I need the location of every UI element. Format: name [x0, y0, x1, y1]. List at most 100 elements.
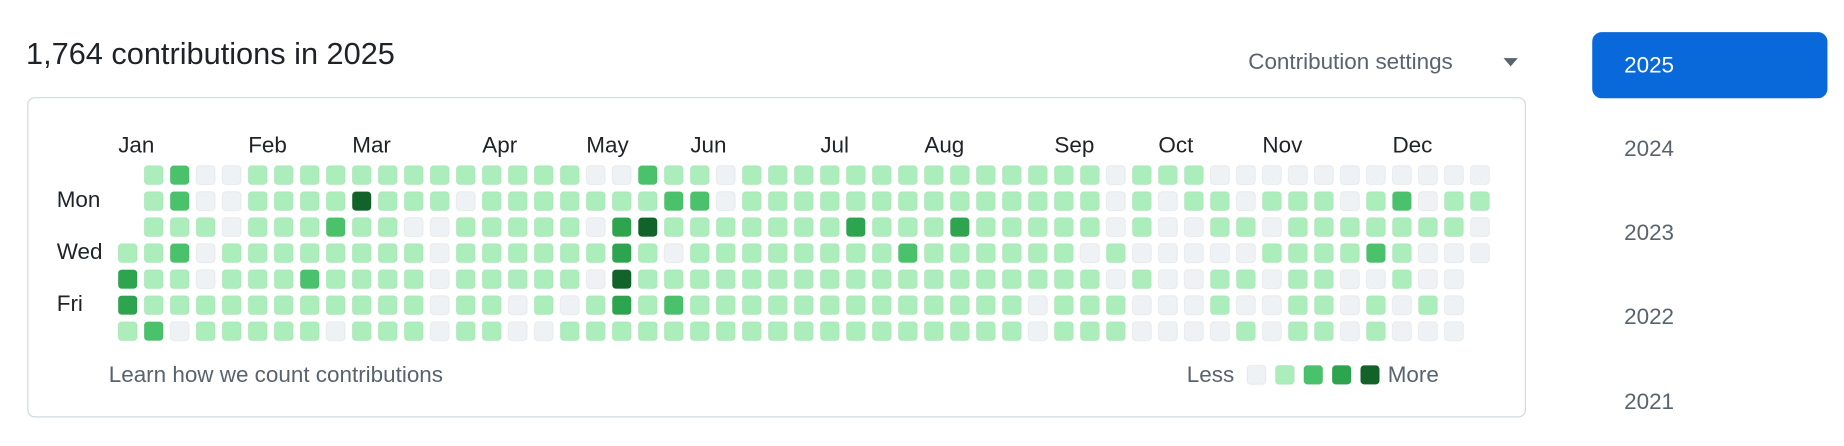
day-cell[interactable] — [325, 191, 346, 212]
day-cell[interactable] — [1183, 321, 1204, 342]
day-cell[interactable] — [117, 321, 138, 342]
day-cell[interactable] — [273, 269, 294, 290]
day-cell[interactable] — [221, 321, 242, 342]
day-cell[interactable] — [403, 295, 424, 316]
day-cell[interactable] — [1157, 217, 1178, 238]
day-cell[interactable] — [1157, 191, 1178, 212]
day-cell[interactable] — [1443, 321, 1464, 342]
day-cell[interactable] — [195, 243, 216, 264]
day-cell[interactable] — [1469, 191, 1490, 212]
day-cell[interactable] — [247, 165, 268, 186]
day-cell[interactable] — [1391, 217, 1412, 238]
day-cell[interactable] — [169, 243, 190, 264]
day-cell[interactable] — [819, 269, 840, 290]
day-cell[interactable] — [1391, 191, 1412, 212]
day-cell[interactable] — [741, 243, 762, 264]
day-cell[interactable] — [507, 295, 528, 316]
day-cell[interactable] — [1313, 191, 1334, 212]
year-button[interactable]: 2023 — [1624, 220, 1674, 245]
day-cell[interactable] — [585, 191, 606, 212]
day-cell[interactable] — [975, 295, 996, 316]
day-cell[interactable] — [507, 191, 528, 212]
day-cell[interactable] — [481, 217, 502, 238]
day-cell[interactable] — [143, 165, 164, 186]
day-cell[interactable] — [611, 191, 632, 212]
day-cell[interactable] — [559, 165, 580, 186]
day-cell[interactable] — [637, 165, 658, 186]
day-cell[interactable] — [143, 269, 164, 290]
day-cell[interactable] — [819, 217, 840, 238]
day-cell[interactable] — [689, 243, 710, 264]
day-cell[interactable] — [273, 165, 294, 186]
day-cell[interactable] — [845, 165, 866, 186]
day-cell[interactable] — [481, 321, 502, 342]
day-cell[interactable] — [1287, 321, 1308, 342]
day-cell[interactable] — [455, 165, 476, 186]
day-cell[interactable] — [273, 295, 294, 316]
day-cell[interactable] — [247, 295, 268, 316]
day-cell[interactable] — [923, 217, 944, 238]
day-cell[interactable] — [299, 217, 320, 238]
day-cell[interactable] — [195, 191, 216, 212]
day-cell[interactable] — [819, 321, 840, 342]
day-cell[interactable] — [1339, 269, 1360, 290]
day-cell[interactable] — [663, 243, 684, 264]
day-cell[interactable] — [221, 217, 242, 238]
day-cell[interactable] — [611, 165, 632, 186]
day-cell[interactable] — [117, 269, 138, 290]
day-cell[interactable] — [793, 269, 814, 290]
day-cell[interactable] — [117, 295, 138, 316]
day-cell[interactable] — [1287, 243, 1308, 264]
day-cell[interactable] — [975, 269, 996, 290]
day-cell[interactable] — [897, 165, 918, 186]
day-cell[interactable] — [1339, 191, 1360, 212]
day-cell[interactable] — [143, 321, 164, 342]
day-cell[interactable] — [507, 269, 528, 290]
day-cell[interactable] — [871, 217, 892, 238]
day-cell[interactable] — [377, 243, 398, 264]
day-cell[interactable] — [221, 165, 242, 186]
day-cell[interactable] — [741, 269, 762, 290]
day-cell[interactable] — [1365, 269, 1386, 290]
day-cell[interactable] — [1053, 295, 1074, 316]
day-cell[interactable] — [455, 191, 476, 212]
day-cell[interactable] — [663, 165, 684, 186]
day-cell[interactable] — [533, 217, 554, 238]
day-cell[interactable] — [975, 165, 996, 186]
day-cell[interactable] — [455, 243, 476, 264]
day-cell[interactable] — [1105, 191, 1126, 212]
day-cell[interactable] — [1157, 321, 1178, 342]
day-cell[interactable] — [1313, 243, 1334, 264]
day-cell[interactable] — [1261, 191, 1282, 212]
day-cell[interactable] — [923, 321, 944, 342]
day-cell[interactable] — [1079, 217, 1100, 238]
day-cell[interactable] — [715, 243, 736, 264]
day-cell[interactable] — [715, 295, 736, 316]
day-cell[interactable] — [1391, 165, 1412, 186]
day-cell[interactable] — [923, 165, 944, 186]
day-cell[interactable] — [299, 191, 320, 212]
day-cell[interactable] — [845, 217, 866, 238]
day-cell[interactable] — [1105, 165, 1126, 186]
day-cell[interactable] — [1105, 243, 1126, 264]
day-cell[interactable] — [325, 321, 346, 342]
day-cell[interactable] — [663, 321, 684, 342]
day-cell[interactable] — [741, 321, 762, 342]
day-cell[interactable] — [377, 321, 398, 342]
day-cell[interactable] — [429, 295, 450, 316]
day-cell[interactable] — [143, 243, 164, 264]
day-cell[interactable] — [845, 243, 866, 264]
day-cell[interactable] — [793, 217, 814, 238]
day-cell[interactable] — [169, 217, 190, 238]
day-cell[interactable] — [871, 191, 892, 212]
day-cell[interactable] — [1417, 165, 1438, 186]
day-cell[interactable] — [715, 191, 736, 212]
day-cell[interactable] — [481, 243, 502, 264]
day-cell[interactable] — [663, 269, 684, 290]
day-cell[interactable] — [949, 217, 970, 238]
day-cell[interactable] — [767, 295, 788, 316]
day-cell[interactable] — [819, 295, 840, 316]
day-cell[interactable] — [429, 165, 450, 186]
day-cell[interactable] — [637, 295, 658, 316]
day-cell[interactable] — [1105, 295, 1126, 316]
